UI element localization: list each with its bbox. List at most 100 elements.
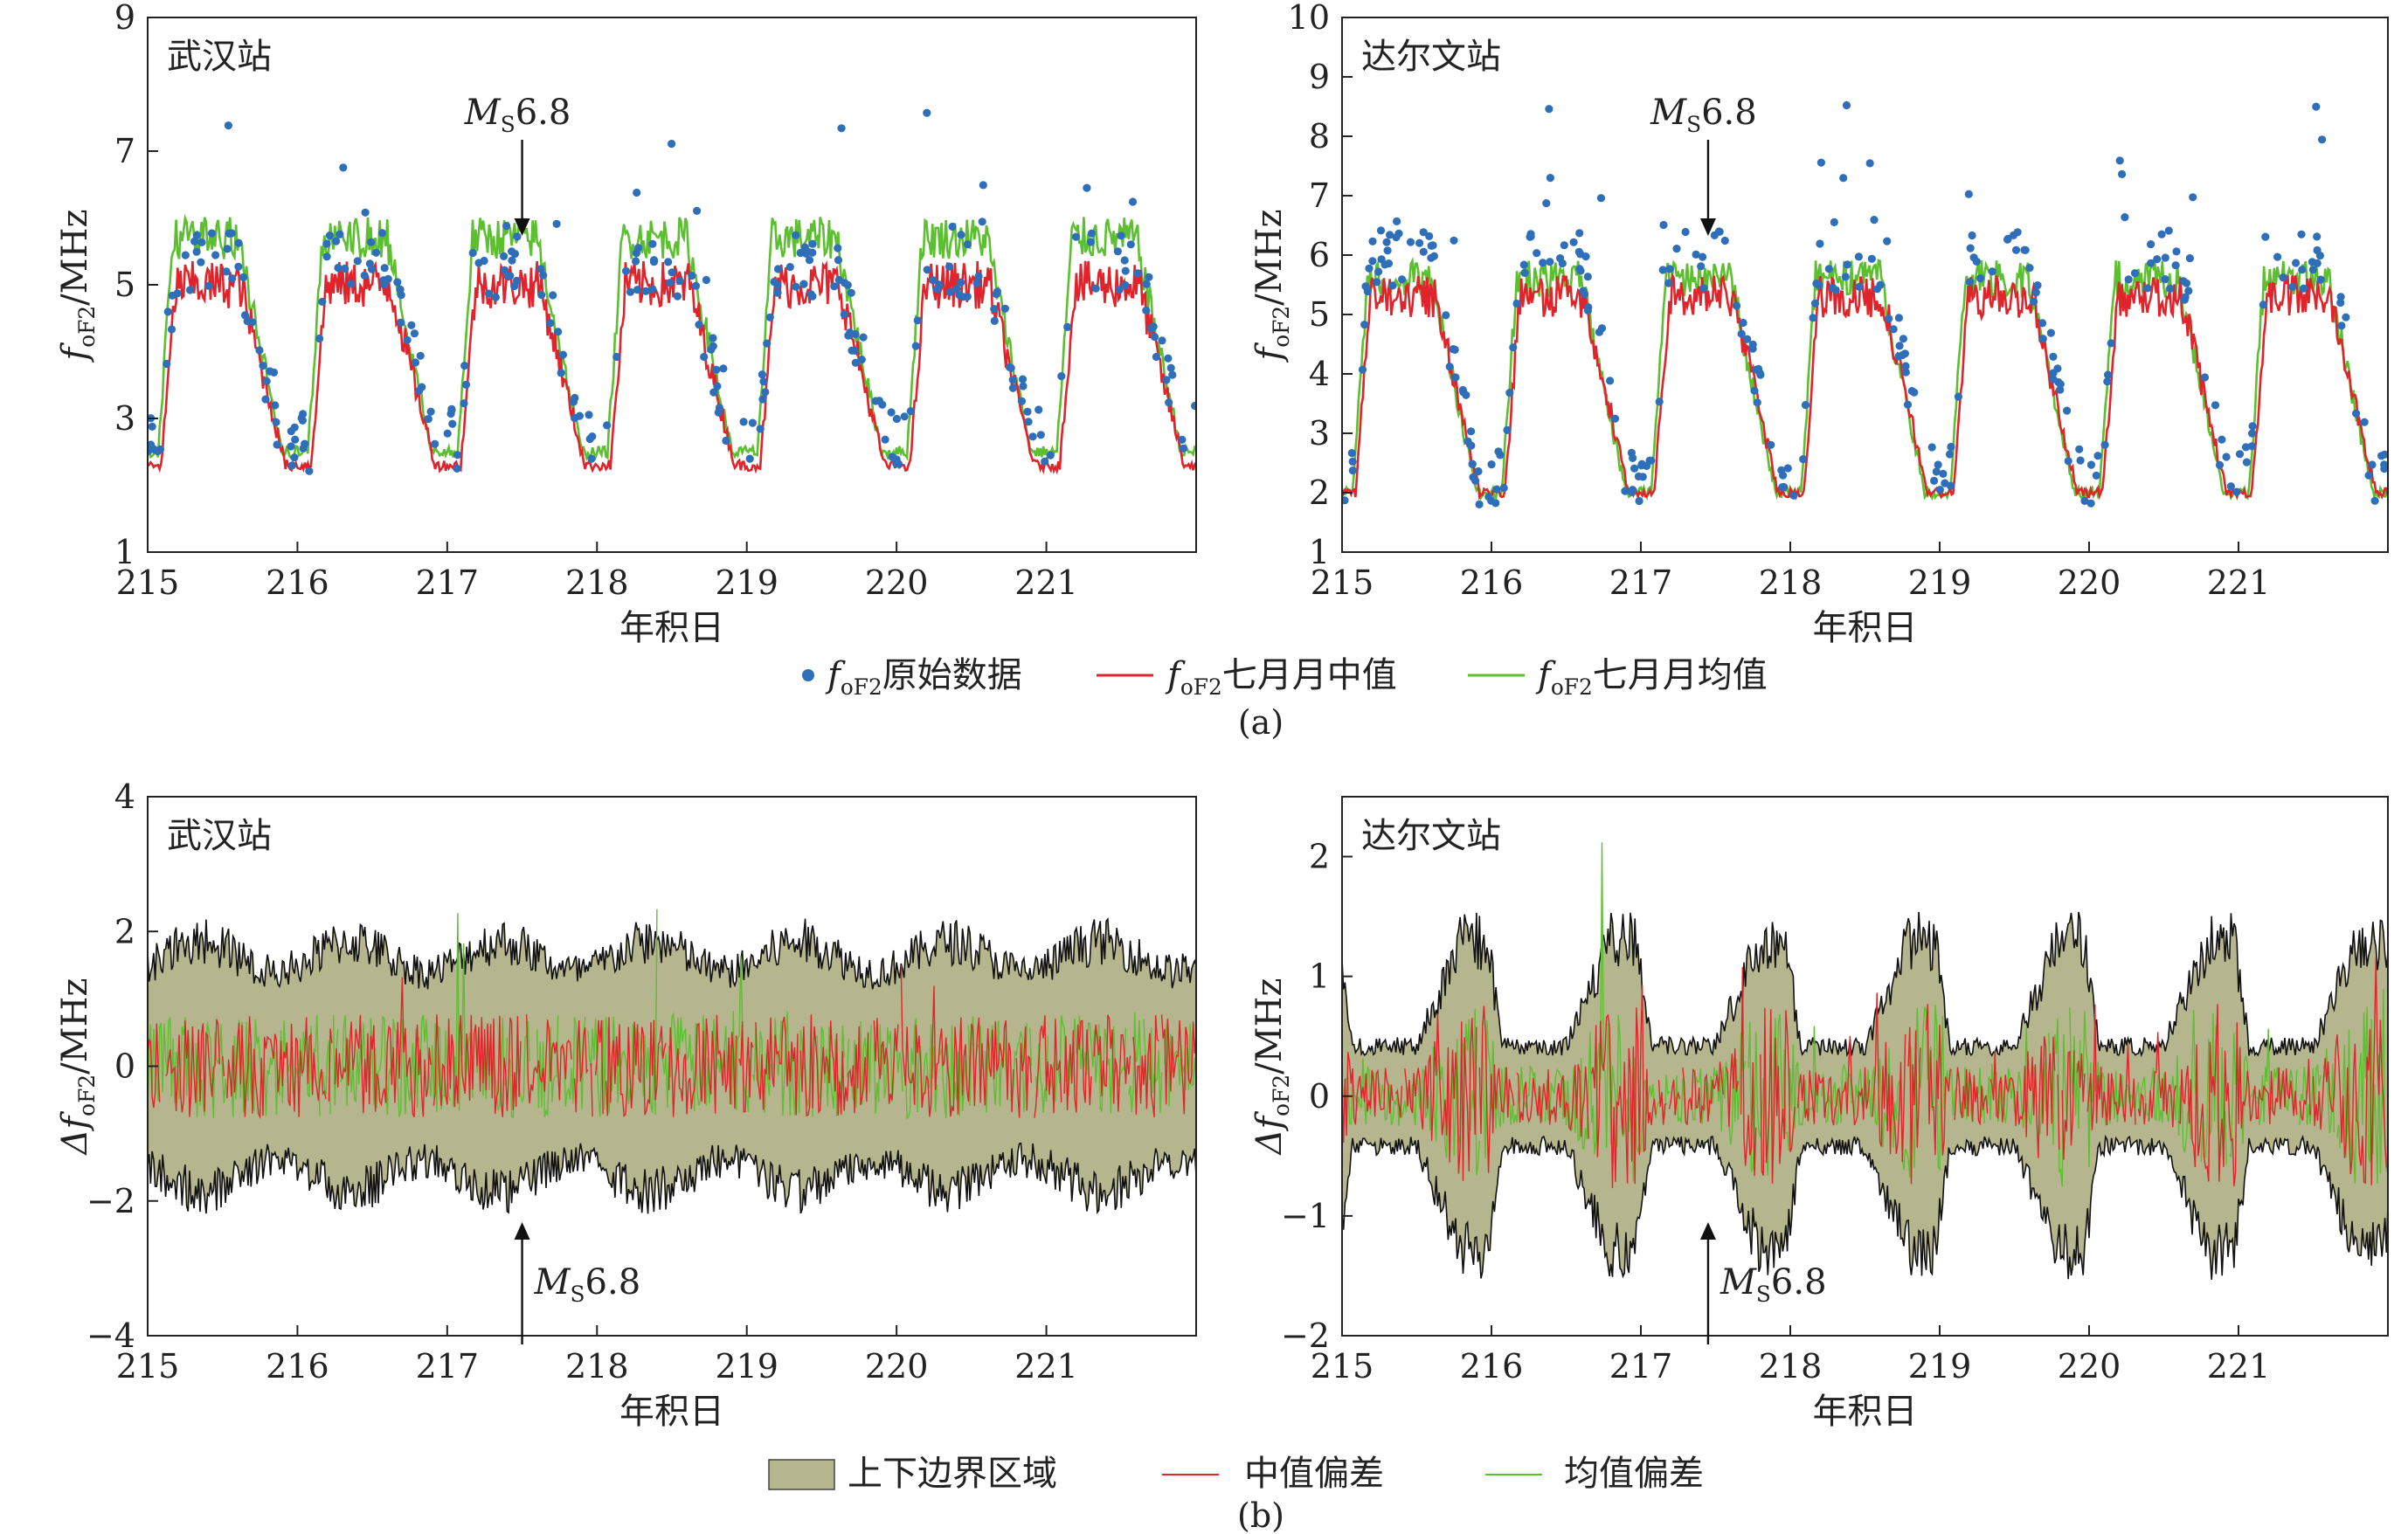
text-sub: S bbox=[1756, 1282, 1771, 1307]
raw-data-point bbox=[1342, 496, 1349, 505]
raw-data-point bbox=[410, 329, 419, 338]
x-tick-label: 221 bbox=[1014, 1347, 1078, 1385]
raw-data-point bbox=[367, 238, 376, 246]
raw-data-point bbox=[2179, 277, 2188, 286]
raw-data-point bbox=[273, 440, 281, 449]
raw-data-point bbox=[2308, 266, 2317, 274]
annotation-label: MS6.8 bbox=[534, 1262, 641, 1307]
raw-data-point bbox=[1000, 304, 1009, 313]
y-tick-label: 1 bbox=[114, 533, 135, 571]
raw-data-point bbox=[1939, 469, 1948, 479]
raw-data-point bbox=[952, 284, 961, 293]
raw-data-point bbox=[1178, 435, 1187, 444]
raw-data-point bbox=[1348, 457, 1357, 466]
raw-data-point bbox=[1699, 252, 1707, 261]
raw-data-point bbox=[1419, 228, 1428, 237]
raw-data-point bbox=[773, 280, 782, 289]
raw-data-point bbox=[1672, 245, 1681, 253]
raw-data-point bbox=[1386, 231, 1394, 239]
raw-data-point bbox=[380, 280, 389, 289]
legend-median-dev-label: 中值偏差 bbox=[1244, 1454, 1384, 1494]
raw-data-point bbox=[163, 359, 171, 369]
raw-data-point bbox=[248, 318, 257, 327]
raw-data-point bbox=[1017, 397, 1027, 405]
raw-data-point bbox=[290, 453, 299, 462]
raw-data-point bbox=[805, 256, 814, 265]
raw-data-point bbox=[1839, 174, 1848, 183]
raw-data-point bbox=[2218, 435, 2226, 444]
raw-data-point bbox=[1584, 303, 1593, 312]
raw-data-point bbox=[837, 124, 846, 133]
raw-data-point bbox=[1475, 500, 1484, 509]
raw-data-point bbox=[1034, 405, 1043, 414]
raw-data-point bbox=[1628, 486, 1637, 494]
text-suffix: 6.8 bbox=[585, 1262, 641, 1303]
raw-data-point bbox=[360, 271, 369, 280]
raw-data-point bbox=[2368, 460, 2377, 469]
text-sub: oF2 bbox=[841, 674, 882, 700]
raw-data-point bbox=[2013, 228, 2022, 237]
raw-data-point bbox=[974, 272, 983, 280]
y-tick-label: 1 bbox=[1309, 957, 1330, 996]
raw-data-point bbox=[546, 319, 555, 328]
raw-data-point bbox=[1128, 197, 1138, 206]
raw-data-point bbox=[148, 422, 156, 431]
raw-data-point bbox=[2033, 281, 2042, 290]
raw-data-point bbox=[1964, 190, 1973, 198]
y-tick-label: 9 bbox=[114, 0, 135, 37]
text-prefix: Δf bbox=[1249, 1111, 1290, 1157]
raw-data-point bbox=[1348, 466, 1357, 475]
raw-data-point bbox=[1419, 247, 1428, 256]
raw-data-point bbox=[2130, 269, 2140, 278]
station-label: 达尔文站 bbox=[1361, 816, 1501, 856]
median-deviation-line bbox=[148, 964, 1196, 1120]
raw-data-point bbox=[2380, 464, 2388, 473]
raw-data-point bbox=[2115, 156, 2124, 165]
raw-data-point bbox=[513, 232, 522, 241]
raw-data-point bbox=[2020, 245, 2029, 254]
text-suffix: 七月月中值 bbox=[1222, 655, 1397, 695]
raw-data-point bbox=[1164, 354, 1173, 363]
raw-data-point bbox=[1556, 254, 1565, 263]
raw-data-point bbox=[1935, 486, 1944, 494]
raw-data-point bbox=[709, 342, 717, 350]
raw-data-point bbox=[2092, 471, 2100, 480]
raw-data-point bbox=[2054, 377, 2063, 387]
text-suffix: /MHz bbox=[1249, 978, 1290, 1074]
raw-data-point bbox=[664, 258, 673, 266]
raw-data-point bbox=[1739, 318, 1747, 328]
text-prefix: M bbox=[1650, 93, 1687, 133]
raw-data-point bbox=[1748, 340, 1757, 349]
raw-data-point bbox=[1526, 232, 1534, 241]
x-tick-label: 219 bbox=[715, 1347, 778, 1385]
raw-data-point bbox=[2103, 377, 2112, 386]
raw-data-point bbox=[1429, 241, 1437, 250]
x-tick-label: 219 bbox=[1908, 563, 1972, 602]
raw-data-point bbox=[197, 258, 205, 266]
raw-data-point bbox=[192, 231, 201, 239]
raw-data-point bbox=[1596, 194, 1606, 203]
raw-data-point bbox=[1121, 266, 1130, 275]
raw-data-point bbox=[2080, 496, 2089, 506]
raw-data-point bbox=[693, 206, 702, 215]
raw-data-point bbox=[666, 279, 675, 287]
x-axis-label: 年积日 bbox=[619, 608, 724, 648]
raw-data-point bbox=[612, 352, 621, 362]
raw-data-point bbox=[1606, 377, 1615, 385]
x-tick-label: 216 bbox=[266, 563, 329, 602]
y-tick-label: 9 bbox=[1309, 58, 1330, 96]
raw-data-point bbox=[1855, 282, 1864, 291]
raw-data-point bbox=[1867, 254, 1876, 263]
raw-data-point bbox=[259, 362, 267, 370]
raw-data-point bbox=[255, 346, 264, 355]
raw-data-point bbox=[1635, 496, 1643, 506]
raw-data-point bbox=[1374, 267, 1383, 276]
median-deviation-line bbox=[1342, 957, 2387, 1189]
raw-data-point bbox=[1442, 311, 1450, 320]
raw-data-point bbox=[1471, 476, 1480, 486]
raw-data-point bbox=[2046, 328, 2055, 337]
raw-data-point bbox=[506, 272, 515, 280]
raw-data-point bbox=[847, 288, 855, 297]
raw-data-point bbox=[1621, 487, 1630, 495]
plot-area bbox=[1342, 842, 2388, 1280]
